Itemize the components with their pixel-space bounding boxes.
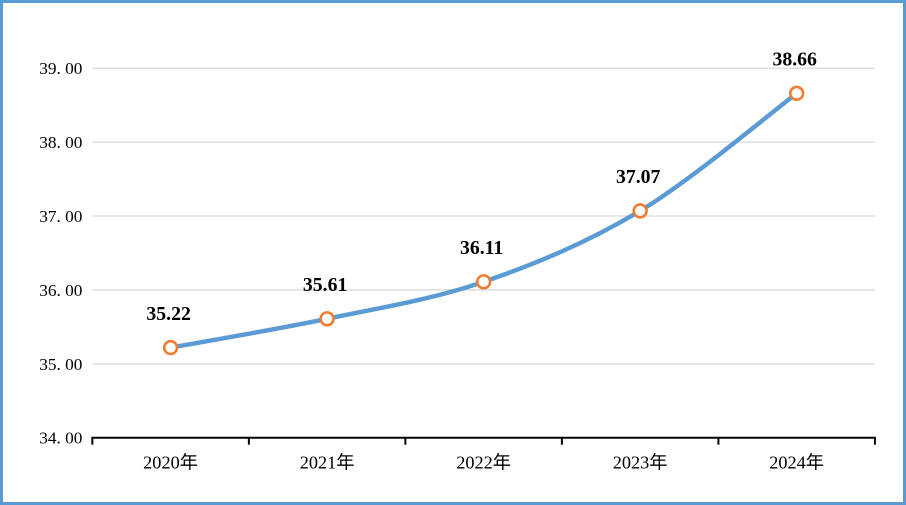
y-axis-tick-label: 36. 00 (39, 281, 82, 300)
x-axis-category-label: 2023年 (613, 452, 668, 472)
y-axis-tick-label: 39. 00 (39, 59, 82, 78)
data-point-label: 38.66 (772, 49, 817, 71)
data-point-marker (319, 311, 335, 327)
y-axis-tick-label: 35. 00 (39, 355, 82, 374)
x-axis-category-label: 2024年 (769, 452, 824, 472)
chart-canvas: 34. 00 35. 00 36. 00 37. 00 38. 00 39. 00 2020… (39, 49, 876, 472)
series-line (168, 91, 799, 350)
data-point-label: 36.11 (460, 237, 503, 259)
x-axis-category-label: 2020年 (143, 452, 198, 472)
y-axis-tick-label: 37. 00 (39, 207, 82, 226)
data-point-marker (632, 203, 648, 219)
data-point-marker (788, 85, 805, 102)
data-point-label: 37.07 (616, 166, 661, 188)
x-axis-category-label: 2022年 (456, 452, 511, 472)
data-point-marker (475, 274, 492, 290)
data-point-label: 35.61 (303, 274, 347, 296)
x-axis-category-label: 2021年 (300, 452, 355, 472)
y-axis-tick-label: 38. 00 (39, 133, 82, 152)
y-axis-tick-label: 34. 00 (39, 429, 82, 448)
data-point-marker (162, 339, 179, 356)
data-point-label: 35.22 (146, 303, 191, 325)
